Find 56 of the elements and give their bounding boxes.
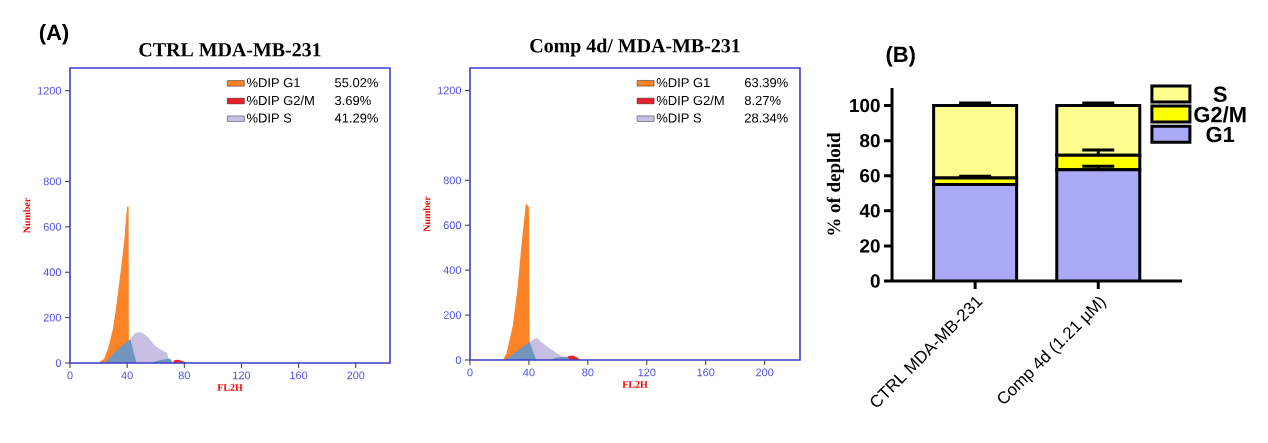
x-tick-label: 120: [638, 368, 656, 377]
y-tick-label: 0: [455, 356, 462, 364]
x-axis-title: FL2H: [217, 384, 243, 391]
y-tick-label: 20: [860, 239, 880, 253]
annotation: 55.02%: [335, 78, 378, 88]
legend-label: G1: [1206, 126, 1235, 143]
legend-label: %DIP G2/M: [656, 95, 724, 106]
annotation: 8.27%: [744, 95, 781, 106]
x-tick-label: 160: [290, 371, 308, 380]
chart-title: Comp 4d/ MDA-MB-231: [530, 38, 740, 57]
y-tick-label: 400: [443, 266, 462, 275]
y-axis-title: Number: [423, 196, 431, 232]
bar: [933, 184, 1017, 281]
x-tick-label: 80: [178, 371, 190, 380]
y-tick-label: 1200: [37, 86, 62, 95]
text: (B): [886, 46, 915, 67]
y-tick-label: 60: [860, 169, 880, 183]
y-tick-label: 600: [43, 222, 62, 231]
legend-label: %DIP S: [246, 113, 292, 123]
annotation: 28.34%: [744, 113, 788, 123]
x-tick-label: 80: [582, 368, 594, 377]
x-tick-label: 0: [467, 368, 473, 377]
x-tick-label: 40: [121, 371, 133, 380]
legend-label: %DIP G1: [246, 78, 300, 88]
y-tick-label: 200: [43, 313, 62, 322]
y-tick-label: 100: [850, 98, 880, 113]
legend-label: %DIP S: [656, 113, 702, 123]
y-tick-label: 0: [870, 274, 880, 288]
y-tick-label: 800: [443, 176, 462, 185]
x-tick-label: 160: [697, 368, 715, 377]
y-axis-title: Number: [23, 198, 31, 234]
legend-label: %DIP G2/M: [246, 95, 314, 106]
x-tick-label: 200: [347, 371, 365, 380]
x-tick-label: 120: [233, 371, 251, 380]
y-tick-label: 0: [55, 359, 62, 367]
y-tick-label: 1200: [437, 86, 462, 95]
legend-label: G2/M: [1194, 106, 1246, 123]
x-tick-label: 40: [523, 368, 535, 377]
annotation: 41.29%: [334, 113, 378, 123]
bar: [932, 104, 1019, 180]
chart-title: CTRL MDA-MB-231: [139, 43, 321, 57]
annotation: 63.39%: [744, 78, 788, 88]
y-tick-label: 800: [43, 177, 62, 186]
annotation: 3.69%: [334, 95, 371, 106]
y-tick-label: 80: [860, 133, 880, 148]
y-tick-label: 200: [443, 311, 462, 319]
x-tick-label: 200: [756, 368, 774, 377]
y-axis-title: % of deploid: [826, 132, 845, 235]
x-axis-title: FL2H: [622, 381, 648, 388]
legend-label: %DIP G1: [656, 78, 710, 88]
legend-label: S: [1213, 86, 1227, 103]
y-tick-label: 40: [859, 204, 880, 218]
y-tick-label: 400: [43, 268, 62, 277]
y-tick-label: 600: [443, 221, 462, 230]
x-tick-label: 0: [67, 371, 73, 380]
text: (A): [39, 24, 69, 45]
